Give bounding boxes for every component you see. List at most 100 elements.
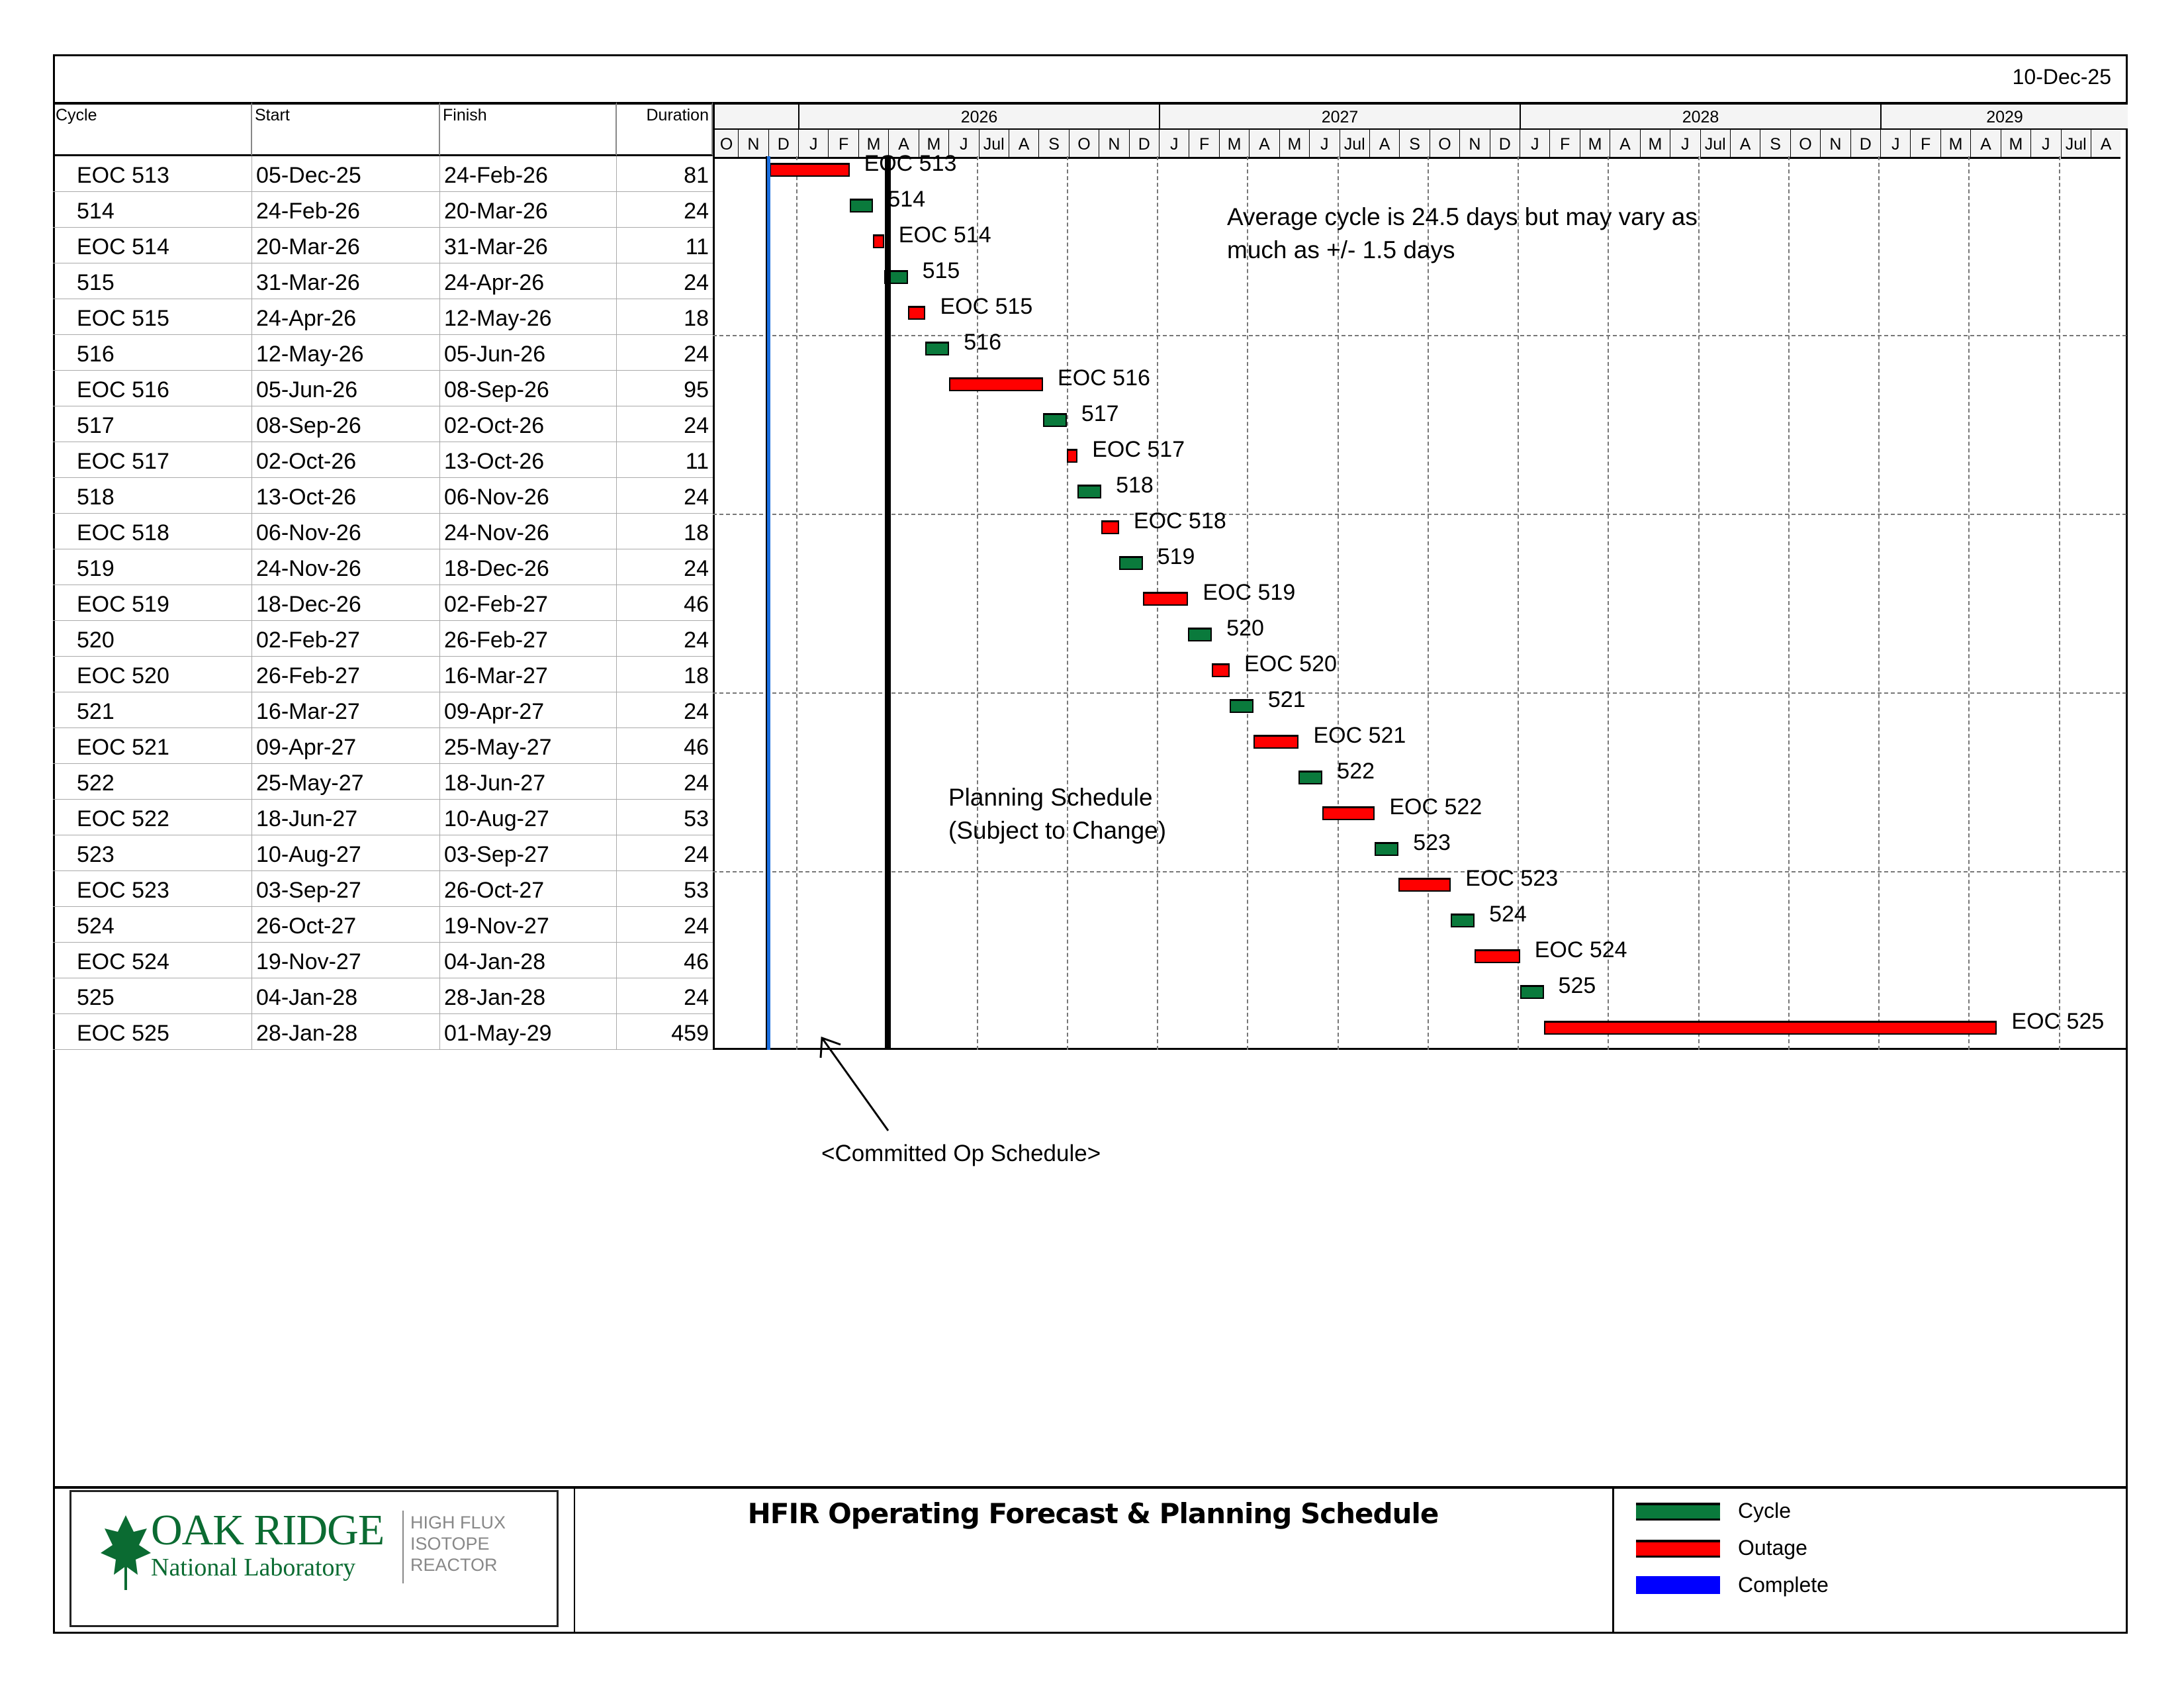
bar-label: EOC 515: [940, 294, 1033, 319]
cycle-bar: [1520, 985, 1544, 999]
month-header: J: [1520, 130, 1550, 159]
cell-finish: 18-Dec-26: [440, 549, 617, 585]
avg-cycle-note: Average cycle is 24.5 days but may vary …: [1227, 201, 1698, 267]
cell-start: 09-Apr-27: [252, 728, 440, 764]
cell-start: 31-Mar-26: [252, 263, 440, 299]
logo-sub-text: National Laboratory: [151, 1554, 356, 1581]
gridline-vertical: [2058, 156, 2060, 1050]
table-row: 516 12-May-26 05-Jun-26 24: [53, 335, 713, 371]
gridline-vertical: [1247, 156, 1249, 1050]
month-header: A: [1008, 130, 1039, 159]
cell-duration: 24: [684, 842, 709, 867]
cell-start: 02-Feb-27: [252, 621, 440, 657]
month-header: A: [888, 130, 919, 159]
cycle-bar: [925, 342, 950, 355]
cell-start: 05-Dec-25: [252, 156, 440, 192]
bar-label: EOC 514: [898, 222, 991, 248]
cell-cycle: EOC 524: [53, 943, 252, 978]
cell-duration: 24: [684, 771, 709, 796]
month-header: S: [1399, 130, 1430, 159]
cell-start: 25-May-27: [252, 764, 440, 800]
month-header: N: [738, 130, 768, 159]
month-header: S: [1760, 130, 1790, 159]
cell-duration: 46: [684, 592, 709, 617]
gridline-vertical: [1878, 156, 1880, 1050]
bar-label: EOC 525: [2011, 1009, 2105, 1034]
legend-complete-swatch: [1636, 1576, 1720, 1594]
header-start: Start: [252, 102, 440, 156]
cycle-bar: [1375, 842, 1399, 856]
cell-cycle: 521: [53, 692, 252, 728]
cell-duration: 24: [684, 342, 709, 367]
cell-duration: 24: [684, 985, 709, 1010]
gridline-horizontal: [713, 335, 2126, 336]
month-header: J: [798, 130, 829, 159]
month-header: N: [1820, 130, 1850, 159]
month-header: A: [1970, 130, 2001, 159]
year-header-blank: [715, 105, 798, 130]
footer-separator: [574, 1486, 575, 1634]
header-duration: Duration: [617, 102, 713, 156]
month-header: M: [1639, 130, 1670, 159]
cell-duration: 24: [684, 628, 709, 653]
month-header: M: [858, 130, 889, 159]
bar-label: 518: [1116, 473, 1154, 498]
table-row: EOC 514 20-Mar-26 31-Mar-26 11: [53, 228, 713, 263]
bar-label: EOC 519: [1203, 580, 1296, 605]
bar-label: EOC 513: [864, 151, 957, 176]
cell-cycle: EOC 522: [53, 800, 252, 835]
cycle-bar: [1230, 699, 1253, 713]
month-header: D: [1850, 130, 1880, 159]
cycle-bar: [1043, 413, 1067, 427]
table-row: EOC 522 18-Jun-27 10-Aug-27 53: [53, 800, 713, 835]
month-header: J: [2030, 130, 2061, 159]
bar-label: 521: [1267, 687, 1306, 712]
outage-bar: [1253, 735, 1299, 749]
cell-finish: 16-Mar-27: [440, 657, 617, 692]
cell-finish: 19-Nov-27: [440, 907, 617, 943]
cell-duration: 53: [684, 806, 709, 831]
outage-bar: [1475, 949, 1520, 963]
cell-finish: 20-Mar-26: [440, 192, 617, 228]
cell-start: 18-Jun-27: [252, 800, 440, 835]
table-row: 518 13-Oct-26 06-Nov-26 24: [53, 478, 713, 514]
cycle-bar: [1118, 556, 1143, 570]
cell-start: 19-Nov-27: [252, 943, 440, 978]
gridline-vertical: [1968, 156, 1970, 1050]
footer-separator: [1612, 1486, 1614, 1634]
cell-duration: 24: [684, 914, 709, 939]
cell-finish: 02-Feb-27: [440, 585, 617, 621]
cell-finish: 18-Jun-27: [440, 764, 617, 800]
cell-finish: 06-Nov-26: [440, 478, 617, 514]
cycle-bar: [1077, 485, 1102, 498]
cell-finish: 25-May-27: [440, 728, 617, 764]
cell-finish: 24-Apr-26: [440, 263, 617, 299]
footer-divider: [53, 1486, 2128, 1489]
cell-cycle: EOC 513: [53, 156, 252, 192]
month-header: F: [1549, 130, 1580, 159]
cell-finish: 02-Oct-26: [440, 406, 617, 442]
cell-cycle: EOC 515: [53, 299, 252, 335]
cell-cycle: 520: [53, 621, 252, 657]
bar-label: 517: [1081, 401, 1119, 426]
month-header: J: [1159, 130, 1189, 159]
month-header: O: [1068, 130, 1099, 159]
year-header: 2029: [1880, 105, 2128, 130]
cell-cycle: 516: [53, 335, 252, 371]
bar-label: 519: [1157, 544, 1195, 569]
report-date: 10-Dec-25: [2012, 65, 2111, 89]
cell-duration: 18: [684, 306, 709, 331]
cell-cycle: EOC 516: [53, 371, 252, 406]
month-header: J: [948, 130, 979, 159]
gridline-vertical: [1066, 156, 1068, 1050]
table-row: EOC 525 28-Jan-28 01-May-29 459: [53, 1014, 713, 1050]
outage-bar: [907, 306, 926, 320]
cell-duration: 46: [684, 735, 709, 760]
cell-finish: 09-Apr-27: [440, 692, 617, 728]
month-header: M: [1279, 130, 1310, 159]
cell-start: 08-Sep-26: [252, 406, 440, 442]
cell-cycle: EOC 521: [53, 728, 252, 764]
bar-label: EOC 521: [1313, 723, 1406, 748]
cell-start: 24-Nov-26: [252, 549, 440, 585]
gridline-vertical: [1427, 156, 1429, 1050]
